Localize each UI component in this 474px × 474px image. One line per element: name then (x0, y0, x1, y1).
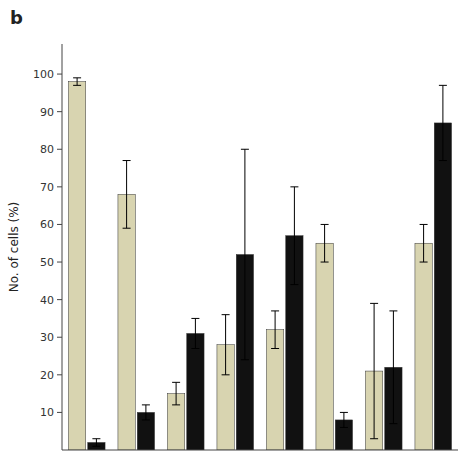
error-cap (321, 262, 329, 263)
error-cap (191, 318, 199, 319)
bar (187, 333, 204, 450)
error-line (393, 311, 394, 424)
error-cap (92, 438, 100, 439)
error-cap (172, 404, 180, 405)
error-cap (241, 359, 249, 360)
y-tick-label: 80 (40, 143, 54, 156)
y-tick (57, 74, 62, 75)
y-tick (57, 224, 62, 225)
y-tick (57, 374, 62, 375)
y-tick (57, 337, 62, 338)
error-line (126, 161, 127, 229)
error-line (77, 78, 78, 86)
bar (316, 243, 333, 450)
error-bar (321, 224, 329, 262)
error-cap (340, 427, 348, 428)
y-axis-label: No. of cells (%) (7, 202, 21, 293)
error-line (423, 224, 424, 262)
error-bar (172, 382, 180, 405)
error-cap (389, 423, 397, 424)
error-cap (241, 149, 249, 150)
error-bar (123, 161, 131, 229)
error-line (343, 412, 344, 427)
error-bar (389, 311, 397, 424)
error-line (374, 303, 375, 438)
error-line (195, 318, 196, 348)
y-tick-label: 70 (40, 181, 54, 194)
error-bar (290, 187, 298, 285)
error-line (442, 85, 443, 160)
error-cap (172, 382, 180, 383)
error-bar (142, 405, 150, 420)
error-line (294, 187, 295, 285)
error-cap (321, 224, 329, 225)
error-cap (420, 224, 428, 225)
error-cap (123, 160, 131, 161)
error-line (225, 315, 226, 375)
error-cap (290, 284, 298, 285)
error-cap (271, 348, 279, 349)
y-tick (57, 299, 62, 300)
chart: b 10 20 30 40 50 60 70 80 90 100 No. of cells (%) (0, 0, 474, 474)
bar (434, 123, 451, 450)
error-cap (222, 314, 230, 315)
error-bar (241, 149, 249, 360)
error-cap (92, 446, 100, 447)
error-bar (439, 85, 447, 160)
bar (415, 243, 432, 450)
y-tick (57, 262, 62, 263)
y-tick (57, 412, 62, 413)
chart-container: b 10 20 30 40 50 60 70 80 90 100 No. of cells (%) (0, 0, 474, 474)
y-tick-label: 20 (40, 369, 54, 382)
error-bar (271, 311, 279, 349)
error-cap (340, 412, 348, 413)
error-cap (123, 228, 131, 229)
bar (118, 194, 135, 450)
error-bar (222, 315, 230, 375)
error-cap (370, 303, 378, 304)
y-tick-label: 90 (40, 106, 54, 119)
error-line (324, 224, 325, 262)
x-axis-line (62, 450, 458, 451)
y-axis-line (62, 44, 63, 450)
y-tick (57, 149, 62, 150)
error-bar (370, 303, 378, 438)
y-tick (57, 186, 62, 187)
error-cap (439, 85, 447, 86)
error-cap (271, 310, 279, 311)
error-bar (92, 439, 100, 447)
y-tick-label: 50 (40, 256, 54, 269)
error-cap (389, 310, 397, 311)
error-cap (142, 419, 150, 420)
error-line (176, 382, 177, 405)
error-cap (73, 77, 81, 78)
y-tick-label: 60 (40, 218, 54, 231)
y-tick-label: 10 (40, 406, 54, 419)
bars (68, 78, 451, 450)
error-cap (439, 160, 447, 161)
bar (68, 82, 85, 450)
error-line (145, 405, 146, 420)
error-cap (370, 438, 378, 439)
error-bar (191, 318, 199, 348)
error-cap (142, 404, 150, 405)
title: b (10, 7, 23, 28)
error-bar (73, 78, 81, 86)
error-cap (73, 85, 81, 86)
error-bar (340, 412, 348, 427)
y-tick (57, 111, 62, 112)
error-line (275, 311, 276, 349)
error-bar (420, 224, 428, 262)
error-cap (420, 262, 428, 263)
error-cap (191, 348, 199, 349)
error-line (96, 439, 97, 447)
y-tick-label: 100 (33, 68, 54, 81)
y-tick-label: 30 (40, 331, 54, 344)
error-cap (290, 186, 298, 187)
error-cap (222, 374, 230, 375)
error-line (244, 149, 245, 360)
y-tick-label: 40 (40, 294, 54, 307)
